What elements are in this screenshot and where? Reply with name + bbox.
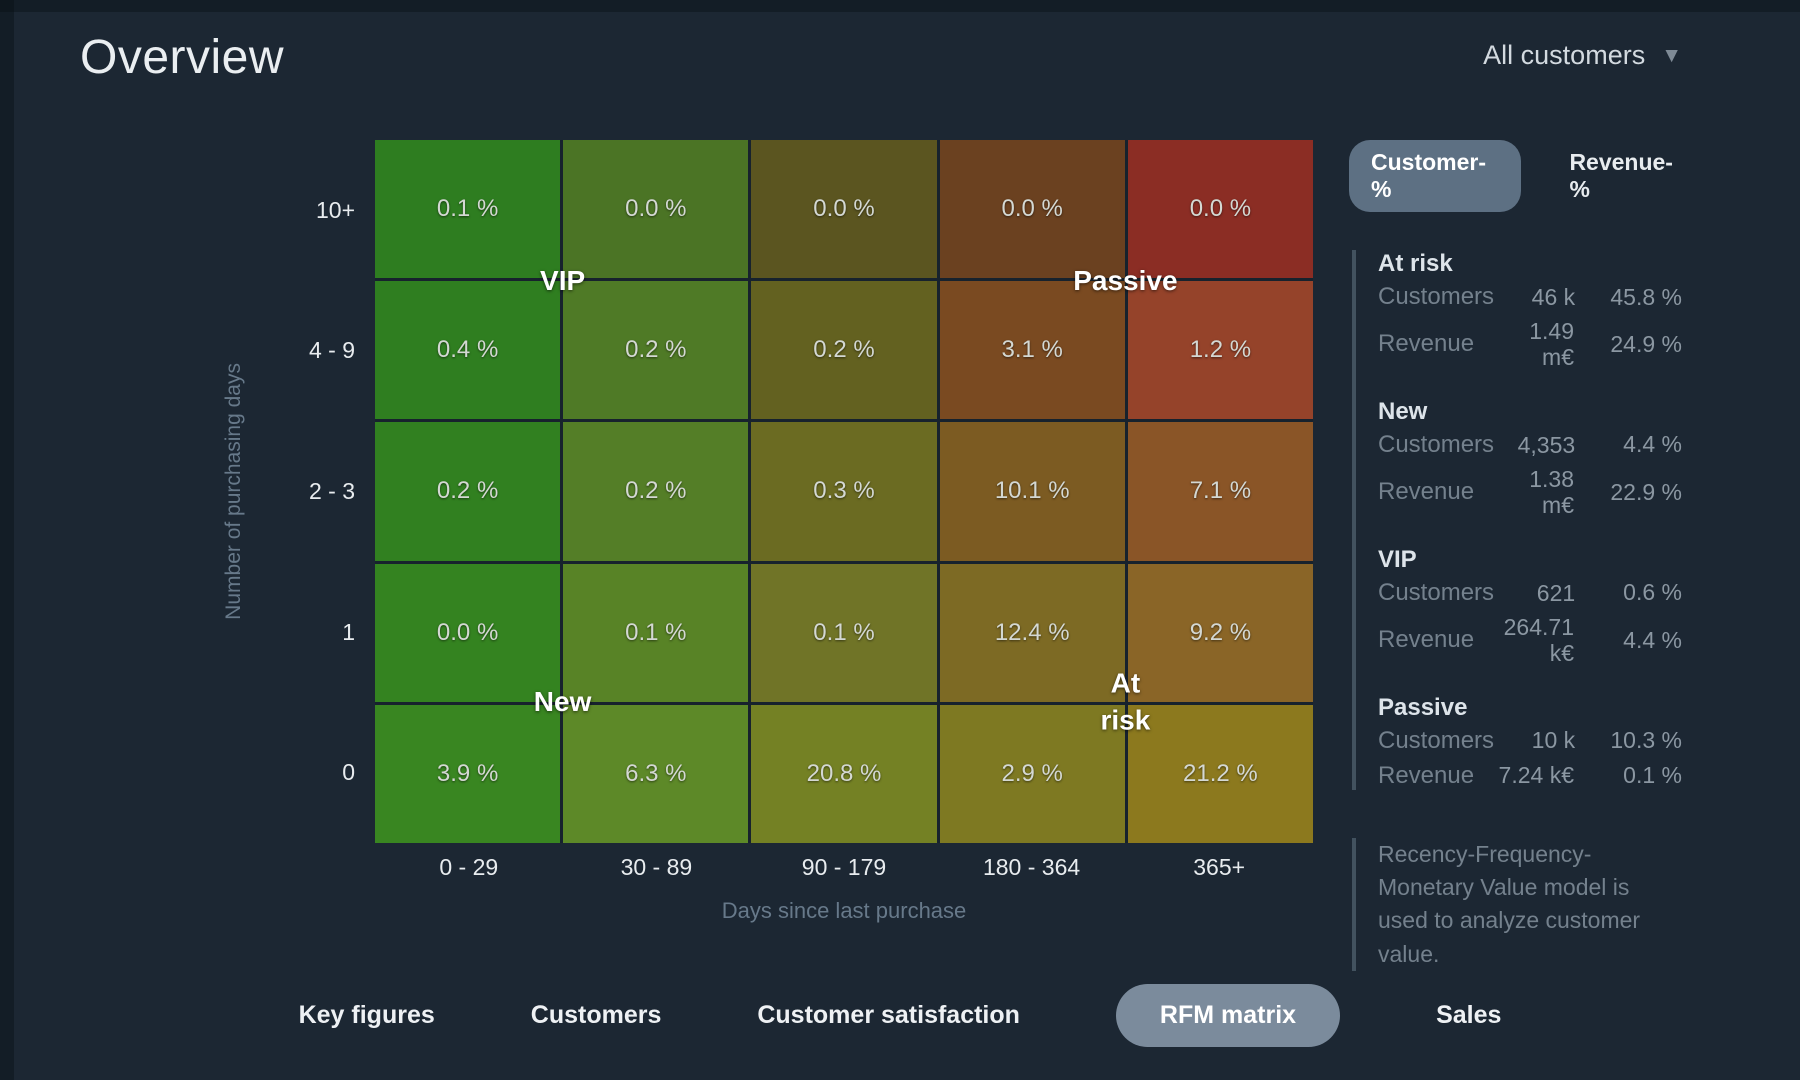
tab-key-figures[interactable]: Key figures (298, 1001, 435, 1029)
segment-name: New (1378, 397, 1428, 425)
rfm-heatmap: 0.1 % 0.0 % 0.0 % 0.0 % 0.0 % 0.4 % 0.2 … (375, 140, 1313, 843)
stat-row: Revenue 7.24 k€ 0.1 % (1378, 762, 1682, 790)
matrix-cell-10p-90-179[interactable]: 0.0 % (751, 140, 937, 279)
segment-name: Passive (1378, 693, 1468, 721)
x-tick: 0 - 29 (439, 854, 499, 880)
matrix-cell-2-3-30-89[interactable]: 0.2 % (563, 422, 749, 561)
stat-value: 46 k (1531, 283, 1576, 310)
tab-revenue-pct[interactable]: Revenue-% (1569, 149, 1673, 202)
matrix-cell-10p-180-364[interactable]: 0.0 % (939, 140, 1125, 279)
dropdown-arrow-icon: ▼ (1661, 43, 1682, 67)
matrix-cell-1-30-89[interactable]: 0.1 % (563, 563, 749, 702)
segment-stats-list: At risk Customers 46 k 45.8 % Revenue 1.… (1352, 250, 1682, 790)
matrix-cell-0-365p[interactable]: 21.2 % (1127, 704, 1313, 843)
x-tick: 180 - 364 (982, 854, 1081, 880)
y-axis-ticks: 10+ 4 - 9 2 - 3 1 0 (243, 140, 355, 843)
stat-percent: 4.4 % (1623, 431, 1682, 458)
x-tick: 90 - 179 (801, 854, 887, 880)
matrix-cell-0-0-29[interactable]: 3.9 % (375, 704, 561, 843)
stat-value: 10 k (1531, 727, 1576, 754)
page-title: Overview (80, 31, 285, 84)
matrix-cell-10p-0-29[interactable]: 0.1 % (375, 140, 561, 279)
matrix-cell-0-30-89[interactable]: 6.3 % (563, 704, 749, 843)
matrix-cell-4-9-0-29[interactable]: 0.4 % (375, 281, 561, 420)
matrix-cell-1-0-29[interactable]: 0.0 % (375, 563, 561, 702)
window-edge-left (0, 0, 14, 1080)
stat-percent: 24.9 % (1610, 330, 1682, 357)
stat-row: Customers 46 k 45.8 % (1378, 283, 1682, 311)
bottom-tab-bar: Key figures Customers Customer satisfact… (0, 984, 1800, 1047)
stat-row: Customers 4,353 4.4 % (1378, 431, 1682, 459)
matrix-cell-2-3-365p[interactable]: 7.1 % (1127, 422, 1313, 561)
tab-customer-satisfaction[interactable]: Customer satisfaction (757, 1001, 1020, 1029)
matrix-cell-0-90-179[interactable]: 20.8 % (751, 704, 937, 843)
tab-customer-pct[interactable]: Customer-% (1349, 140, 1522, 212)
stat-percent: 0.6 % (1623, 579, 1682, 606)
customer-filter-label: All customers (1483, 40, 1646, 70)
matrix-cell-2-3-90-179[interactable]: 0.3 % (751, 422, 937, 561)
side-panel-tabs: Customer-% Revenue-% (1349, 140, 1709, 212)
x-tick: 30 - 89 (620, 854, 693, 880)
matrix-cell-1-365p[interactable]: 9.2 % (1127, 563, 1313, 702)
stat-percent: 22.9 % (1610, 478, 1682, 505)
x-tick: 365+ (1193, 854, 1246, 880)
tab-sales[interactable]: Sales (1436, 1001, 1502, 1029)
stat-label: Customers (1378, 430, 1495, 458)
y-tick: 4 - 9 (308, 337, 355, 364)
matrix-cell-10p-365p[interactable]: 0.0 % (1127, 140, 1313, 279)
stat-percent: 10.3 % (1610, 727, 1682, 754)
segment-stats-passive: Passive Customers 10 k 10.3 % Revenue 7.… (1378, 694, 1682, 790)
stat-row: Revenue 1.49 m€ 24.9 % (1378, 318, 1682, 371)
stat-value: 621 (1536, 579, 1576, 606)
x-axis-title: Days since last purchase (721, 898, 967, 923)
stat-value: 1.49 m€ (1529, 318, 1574, 371)
segment-name: VIP (1378, 545, 1417, 573)
side-panel: Customer-% Revenue-% At risk Customers 4… (1349, 140, 1709, 971)
stat-percent: 0.1 % (1623, 762, 1682, 789)
y-tick: 0 (342, 759, 355, 786)
stat-percent: 4.4 % (1623, 626, 1682, 653)
y-tick: 10+ (315, 196, 355, 223)
stat-label: Revenue (1378, 330, 1475, 358)
matrix-cell-4-9-180-364[interactable]: 3.1 % (939, 281, 1125, 420)
matrix-cell-2-3-0-29[interactable]: 0.2 % (375, 422, 561, 561)
segment-stats-vip: VIP Customers 621 0.6 % Revenue 264.71 k… (1378, 546, 1682, 667)
customer-filter-dropdown[interactable]: All customers ▼ (1483, 40, 1682, 71)
stat-label: Customers (1378, 283, 1495, 310)
stat-row: Revenue 264.71 k€ 4.4 % (1378, 614, 1682, 667)
rfm-description-note: Recency-Frequency-Monetary Value model i… (1352, 837, 1670, 971)
stat-label: Revenue (1378, 478, 1475, 506)
matrix-cell-2-3-180-364[interactable]: 10.1 % (939, 422, 1125, 561)
stat-label: Customers (1378, 578, 1495, 606)
stat-value: 7.24 k€ (1498, 762, 1574, 789)
segment-stats-at-risk: At risk Customers 46 k 45.8 % Revenue 1.… (1378, 250, 1682, 371)
matrix-cell-10p-30-89[interactable]: 0.0 % (563, 140, 749, 279)
stat-value: 264.71 k€ (1503, 613, 1574, 667)
stat-row: Customers 621 0.6 % (1378, 579, 1682, 607)
segment-name: At risk (1378, 250, 1453, 277)
stat-value: 1.38 m€ (1529, 465, 1574, 519)
stat-row: Customers 10 k 10.3 % (1378, 727, 1682, 755)
tab-rfm-matrix[interactable]: RFM matrix (1115, 984, 1341, 1047)
tab-customers[interactable]: Customers (530, 1001, 662, 1029)
stat-label: Customers (1378, 726, 1495, 754)
stat-label: Revenue (1378, 626, 1475, 654)
window-edge-top (0, 0, 1800, 12)
stat-row: Revenue 1.38 m€ 22.9 % (1378, 466, 1682, 519)
y-tick: 2 - 3 (308, 477, 355, 504)
matrix-cell-1-180-364[interactable]: 12.4 % (939, 563, 1125, 702)
stat-label: Revenue (1378, 761, 1475, 789)
stat-percent: 45.8 % (1610, 283, 1682, 310)
matrix-cell-1-90-179[interactable]: 0.1 % (751, 563, 937, 702)
matrix-cell-0-180-364[interactable]: 2.9 % (939, 704, 1125, 843)
matrix-cell-4-9-30-89[interactable]: 0.2 % (563, 281, 749, 420)
matrix-cell-4-9-90-179[interactable]: 0.2 % (751, 281, 937, 420)
y-tick: 1 (342, 618, 355, 645)
segment-stats-new: New Customers 4,353 4.4 % Revenue 1.38 m… (1378, 398, 1682, 519)
stat-value: 4,353 (1517, 431, 1576, 458)
matrix-cell-4-9-365p[interactable]: 1.2 % (1127, 281, 1313, 420)
x-axis-ticks: 0 - 29 30 - 89 90 - 179 180 - 364 365+ (375, 854, 1313, 881)
